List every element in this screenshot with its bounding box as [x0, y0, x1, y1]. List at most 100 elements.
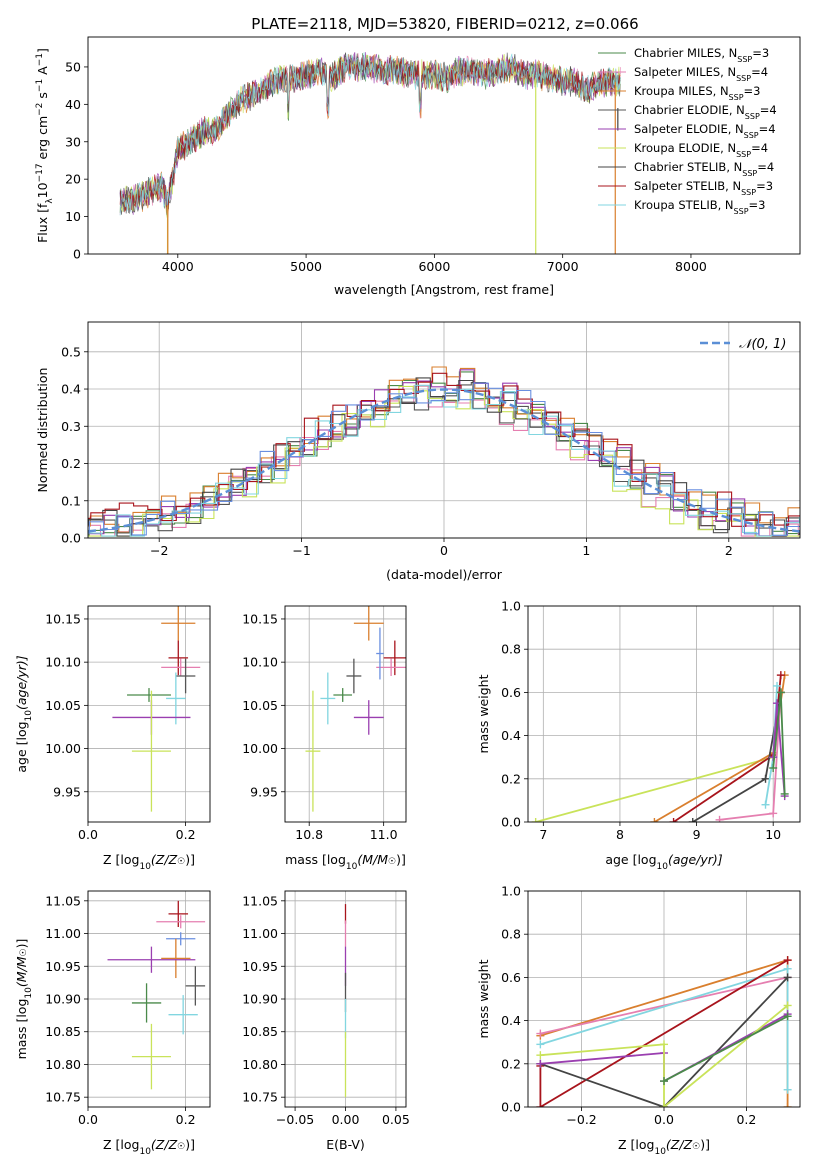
y-tick-label: 0.6 — [501, 685, 521, 700]
y-tick-label: 10.15 — [45, 611, 81, 626]
xlabel-rest-part: (Z/Z — [151, 852, 178, 867]
y-tick-label: 0.8 — [501, 927, 521, 942]
weight-line — [653, 674, 786, 822]
xlabel-part: Z [log — [103, 1137, 139, 1152]
xlabel-label: mass [log10(M/M☉)] — [285, 852, 406, 872]
ylabel-exp2: −2 — [35, 103, 45, 116]
xlabel-sym-part: ☉ — [177, 1142, 185, 1152]
legend-label: Salpeter MILES, N — [634, 65, 736, 79]
weight-line — [535, 692, 782, 822]
x-tick-label: 5000 — [290, 259, 322, 274]
xlabel-sub-part: 10 — [139, 1147, 151, 1157]
x-tick-label: 0 — [440, 543, 448, 558]
legend-label: Salpeter ELODIE, N — [634, 122, 744, 136]
xlabel-rest-part: (Z/Z — [151, 1137, 178, 1152]
weight-line — [663, 1015, 789, 1082]
plot-area — [531, 671, 789, 822]
legend-sub: SSP — [742, 169, 757, 178]
ylabel-sym-part: ☉ — [19, 948, 29, 956]
y-tick-label: 10.00 — [45, 741, 81, 756]
x-tick-label: 10 — [765, 827, 781, 842]
legend-sub: SSP — [737, 55, 752, 64]
ylabel-sub-part: 10 — [24, 710, 34, 722]
spectrum-panel: 4000 5000 6000 7000 8000 0 10 20 30 40 50 Chabrier … — [35, 36, 801, 297]
y-tick-label: 40 — [65, 97, 81, 112]
x-tick-label: 8 — [616, 827, 624, 842]
ylabel-rest: 10 — [35, 182, 50, 198]
legend-sub: SSP — [745, 112, 760, 121]
y-tick-label: 0.6 — [501, 970, 521, 985]
y-tick-label: 50 — [65, 59, 81, 74]
xlabel-rest-part: (age/yr)] — [668, 852, 723, 867]
y-tick-label: 0.2 — [501, 1056, 521, 1071]
y-tick-label: 9.95 — [53, 784, 81, 799]
age-vs-mass-panel: 10.8 11.0 9.95 10.00 10.05 10.10 10.15 mass [lo… — [242, 605, 407, 872]
legend-n: =3 — [756, 179, 773, 193]
y-tick-label: 9.95 — [250, 784, 278, 799]
y-tick-label: 11.05 — [242, 893, 278, 908]
y-tick-label: 10.85 — [242, 1024, 278, 1039]
plot-area — [107, 900, 206, 1090]
x-tick-label: 0.2 — [176, 827, 196, 842]
y-axis-label: Flux [fλ10−17 erg cm−2 s−1 A−1] — [35, 48, 55, 243]
y-tick-label: 0.0 — [501, 815, 521, 830]
weight-line — [673, 675, 782, 822]
weight-line — [539, 959, 789, 1107]
y-tick-label: 10.10 — [45, 655, 81, 670]
weight-line — [540, 976, 789, 1107]
y-tick-label: 0.4 — [61, 382, 81, 397]
x-tick-label: 0.00 — [332, 1112, 360, 1127]
y-tick-label: 1.0 — [501, 884, 521, 899]
ylabel-main: Flux [f — [35, 203, 50, 243]
legend-label: Kroupa STELIB, N — [634, 198, 734, 212]
ylabel-end: ] — [35, 48, 50, 53]
y-tick-label: 10.00 — [242, 741, 278, 756]
xlabel-sym-part: ☉ — [692, 1142, 700, 1152]
x-tick-label: 7000 — [547, 259, 579, 274]
legend-sub: SSP — [736, 74, 751, 83]
xlabel-sub-part: 10 — [657, 862, 669, 872]
histogram-step — [88, 384, 800, 537]
ylabel-exp1: −17 — [35, 163, 45, 182]
legend-label: Chabrier ELODIE, N — [634, 103, 745, 117]
xlabel-end-part: )] — [396, 852, 406, 867]
x-tick-label: 7 — [539, 827, 547, 842]
y-tick-label: 0.0 — [61, 531, 81, 546]
y-tick-label: 10 — [65, 209, 81, 224]
y-tick-label: 0.0 — [501, 1100, 521, 1115]
mass-vs-ebv-panel: −0.05 0.00 0.05 10.75 10.80 10.85 10.90 10.95 11… — [242, 890, 410, 1152]
legend-n: =4 — [751, 141, 768, 155]
y-tick-label: 11.05 — [45, 893, 81, 908]
legend-sub: SSP — [736, 150, 751, 159]
xlabel-part: Z [log — [103, 852, 139, 867]
legend-n: =3 — [749, 198, 766, 212]
y-axis-label: Normed distribution — [35, 368, 50, 493]
y-tick-label: 10.80 — [45, 1057, 81, 1072]
y-tick-label: 0.3 — [61, 419, 81, 434]
legend-sub: SSP — [744, 131, 759, 140]
y-tick-label: 30 — [65, 134, 81, 149]
xlabel-label: Z [log10(Z/Z☉)] — [103, 1137, 195, 1157]
x-tick-label: 9 — [693, 827, 701, 842]
ylabel-label: age [log10(age/yr)] — [14, 655, 34, 772]
ylabel-sub-part: 10 — [24, 987, 34, 999]
xlabel-sym-part: ☉ — [177, 857, 185, 867]
y-tick-label: 10.10 — [242, 655, 278, 670]
y-tick-label: 10.80 — [242, 1057, 278, 1072]
ylabel-label: mass [log10(M/M☉)] — [14, 939, 34, 1060]
x-tick-label: 8000 — [675, 259, 707, 274]
y-tick-label: 0.1 — [61, 493, 81, 508]
xlabel-label: E(B-V) — [326, 1137, 365, 1152]
ylabel-s: s — [35, 92, 50, 103]
xlabel-part: age [log — [605, 852, 656, 867]
xlabel-part: mass [log — [285, 852, 346, 867]
x-tick-label: 0.0 — [78, 827, 98, 842]
x-tick-label: −1 — [292, 543, 310, 558]
legend-n: =4 — [759, 122, 776, 136]
x-tick-label: −0.2 — [566, 1112, 596, 1127]
x-tick-label: 0.2 — [736, 1112, 756, 1127]
x-tick-label: −2 — [150, 543, 168, 558]
axes-frame — [87, 321, 801, 539]
legend-label: Kroupa MILES, N — [634, 84, 729, 98]
